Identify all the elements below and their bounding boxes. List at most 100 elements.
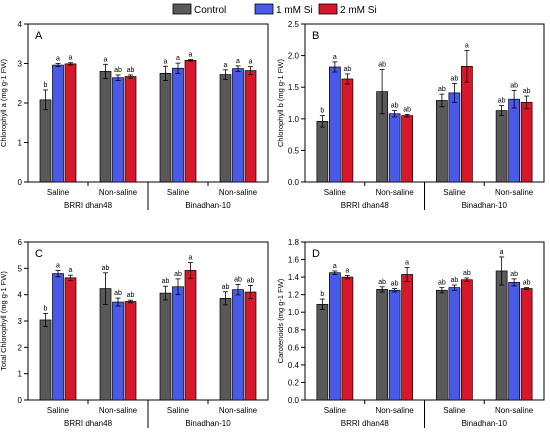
group-label: Binadhan-10 bbox=[185, 201, 231, 210]
y-tick-label: 0 bbox=[18, 396, 23, 405]
legend-swatch bbox=[318, 3, 338, 15]
panel-letter: C bbox=[35, 248, 43, 260]
significance-label: a bbox=[189, 52, 193, 59]
y-tick-label: 1 bbox=[18, 370, 23, 379]
x-tick-label: Saline bbox=[324, 406, 347, 415]
bar bbox=[219, 298, 232, 401]
legend-label: 2 mM Si bbox=[340, 5, 377, 16]
significance-label: a bbox=[56, 56, 60, 63]
bar bbox=[99, 71, 112, 183]
significance-label: ab bbox=[102, 265, 110, 272]
significance-label: a bbox=[176, 55, 180, 62]
panel-letter: A bbox=[35, 30, 43, 42]
significance-label: ab bbox=[114, 290, 122, 297]
x-tick-label: Non-saline bbox=[376, 188, 415, 197]
significance-label: ab bbox=[450, 75, 458, 82]
plot-frame bbox=[27, 241, 269, 401]
y-tick-label: 1.6 bbox=[288, 256, 300, 265]
significance-label: a bbox=[345, 267, 349, 274]
bar bbox=[172, 67, 184, 183]
y-tick-label: 1.8 bbox=[288, 238, 300, 247]
y-tick-label: 1.4 bbox=[288, 273, 300, 282]
x-tick-label: Non-saline bbox=[219, 188, 258, 197]
y-tick-label: 1 bbox=[18, 139, 23, 148]
significance-label: ab bbox=[523, 280, 531, 287]
bar bbox=[388, 113, 401, 183]
y-tick-label: 0 bbox=[18, 178, 23, 187]
y-tick-label: 1.0 bbox=[288, 308, 300, 317]
bar bbox=[316, 303, 329, 401]
group-label: Binadhan-10 bbox=[185, 419, 231, 428]
y-axis-label: Chlorophyll b (mg g-1 FW) bbox=[276, 59, 285, 147]
significance-label: a bbox=[69, 55, 73, 62]
group-label: BRRI dhan48 bbox=[341, 201, 390, 210]
bar bbox=[376, 289, 388, 401]
panel-A: A 0 1 2 3 4 Chlorophyll a (mg g-1 FW) Saline Non… bbox=[0, 20, 269, 210]
bar bbox=[99, 288, 112, 401]
bar bbox=[39, 99, 52, 183]
significance-label: a bbox=[236, 58, 240, 65]
x-tick-label: Non-saline bbox=[99, 406, 138, 415]
x-tick-label: Non-saline bbox=[495, 406, 534, 415]
significance-label: ab bbox=[114, 67, 122, 74]
significance-label: ab bbox=[438, 280, 446, 287]
significance-label: ab bbox=[438, 86, 446, 93]
bar bbox=[448, 287, 461, 401]
bar bbox=[64, 277, 77, 401]
bar bbox=[39, 319, 52, 401]
x-tick-label: Saline bbox=[167, 406, 190, 415]
bar bbox=[64, 63, 77, 183]
bar bbox=[159, 292, 172, 401]
significance-label: ab bbox=[343, 66, 351, 73]
significance-label: ab bbox=[234, 276, 242, 283]
group-label: BRRI dhan48 bbox=[341, 419, 390, 428]
significance-label: a bbox=[56, 262, 60, 269]
bar bbox=[172, 286, 184, 401]
plot-frame bbox=[304, 23, 545, 183]
legend-swatch bbox=[172, 3, 192, 15]
y-tick-label: 4 bbox=[18, 291, 23, 300]
significance-label: ab bbox=[450, 277, 458, 284]
significance-label: a bbox=[189, 255, 193, 262]
significance-label: a bbox=[333, 54, 337, 61]
significance-label: a bbox=[224, 62, 228, 69]
significance-label: b bbox=[320, 291, 324, 298]
panel-D: D 0.0 0.2 0.4 0.6 0.8 1.0 1.2 1.4 1.6 1.8 Carotenoi… bbox=[276, 238, 545, 428]
significance-label: a bbox=[69, 267, 73, 274]
y-tick-label: 0.2 bbox=[288, 378, 300, 387]
bar bbox=[495, 270, 508, 401]
plot-frame bbox=[304, 241, 545, 401]
panel-C: C 0 1 2 3 4 5 6 Total Chlorophyll (mg g-1 FW) Sal… bbox=[0, 238, 269, 428]
significance-label: a bbox=[405, 259, 409, 266]
x-tick-label: Saline bbox=[443, 188, 466, 197]
x-tick-label: Non-saline bbox=[219, 406, 258, 415]
bar bbox=[232, 289, 244, 401]
bar bbox=[244, 291, 257, 401]
significance-label: a bbox=[249, 59, 253, 66]
plot-frame bbox=[27, 23, 269, 183]
significance-label: ab bbox=[498, 98, 506, 105]
bar bbox=[341, 276, 354, 401]
bar bbox=[52, 273, 64, 401]
y-tick-label: 1.2 bbox=[288, 291, 300, 300]
chart-panels: A 0 1 2 3 4 Chlorophyll a (mg g-1 FW) Saline Non… bbox=[0, 20, 545, 428]
y-tick-label: 2 bbox=[18, 343, 23, 352]
bar bbox=[219, 74, 232, 183]
y-tick-label: 2.0 bbox=[288, 52, 300, 61]
significance-label: ab bbox=[174, 271, 182, 278]
significance-label: ab bbox=[162, 278, 170, 285]
x-tick-label: Saline bbox=[443, 406, 466, 415]
bar bbox=[448, 92, 461, 183]
bar bbox=[401, 115, 413, 183]
bar bbox=[461, 65, 473, 183]
x-tick-label: Non-saline bbox=[495, 188, 534, 197]
bar bbox=[112, 77, 124, 183]
significance-label: ab bbox=[378, 279, 386, 286]
y-tick-label: 4 bbox=[18, 20, 23, 29]
x-tick-label: Saline bbox=[47, 188, 70, 197]
bar bbox=[124, 76, 137, 183]
x-tick-label: Non-saline bbox=[376, 406, 415, 415]
significance-label: ab bbox=[403, 106, 411, 113]
y-tick-label: 0.8 bbox=[288, 326, 300, 335]
